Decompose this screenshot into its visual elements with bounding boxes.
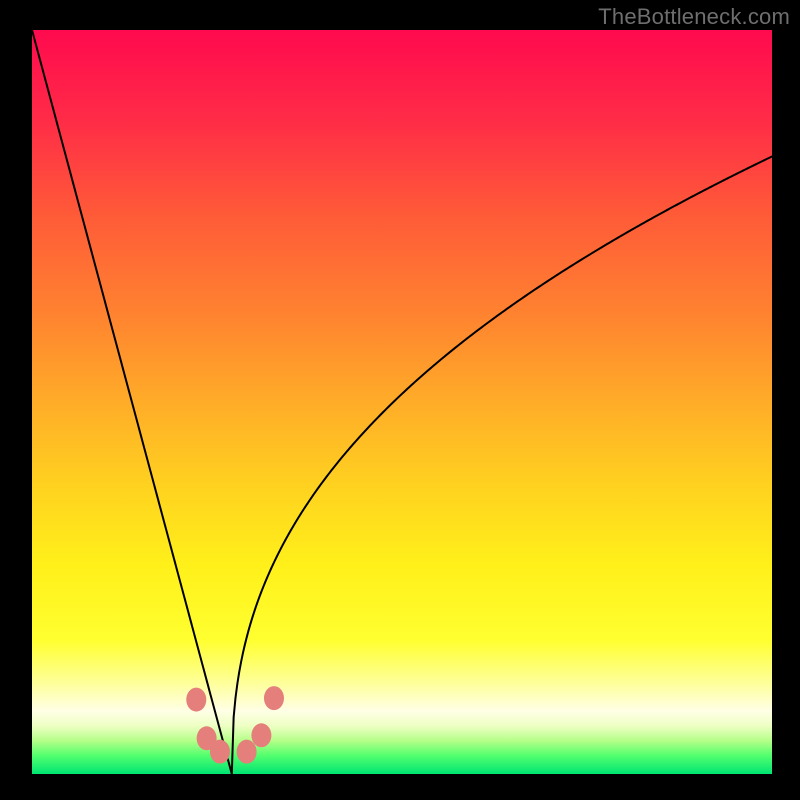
curve-marker (210, 740, 230, 764)
watermark-link[interactable]: TheBottleneck.com (598, 4, 790, 30)
curve-marker (237, 740, 257, 764)
curve-marker (186, 688, 206, 712)
plot-area (32, 30, 772, 774)
curve-marker (251, 723, 271, 747)
curve-marker (264, 686, 284, 710)
